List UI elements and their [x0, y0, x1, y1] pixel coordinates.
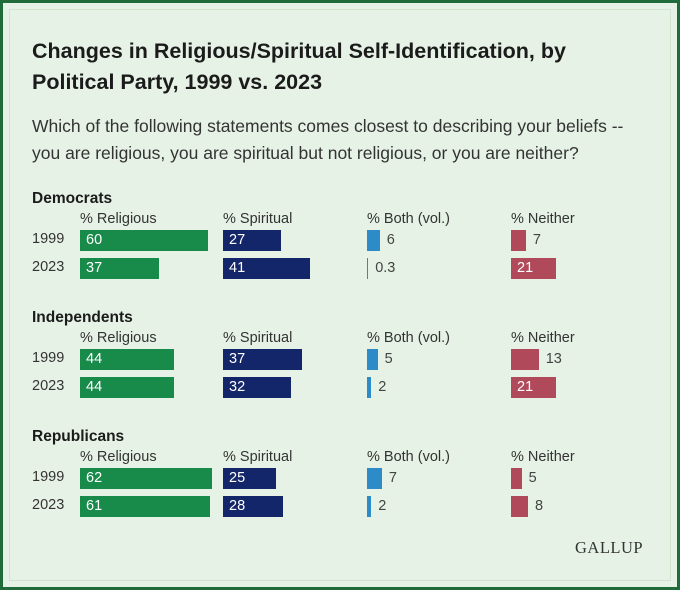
column-header: % Religious	[80, 211, 157, 227]
data-label: 44	[86, 350, 103, 367]
bar	[367, 467, 382, 489]
column-header: % Spiritual	[223, 449, 293, 465]
data-label: 41	[229, 259, 246, 276]
data-label: 27	[229, 231, 246, 248]
bar	[223, 495, 283, 517]
column-header: % Both (vol.)	[367, 211, 450, 227]
chart-title: Changes in Religious/Spiritual Self-Iden…	[32, 39, 566, 94]
bar	[511, 229, 526, 251]
bar	[511, 348, 539, 370]
bar	[223, 257, 311, 279]
data-label: 21	[517, 259, 534, 276]
bar	[80, 257, 159, 279]
data-label: 0.3	[375, 259, 396, 276]
bar	[80, 467, 213, 489]
data-label: 2	[378, 497, 387, 514]
column-header: % Religious	[80, 449, 157, 465]
bar	[511, 376, 556, 398]
bar	[80, 495, 210, 517]
year-label: 2023	[32, 497, 65, 513]
data-label: 62	[86, 469, 103, 486]
chart-subtitle: Which of the following statements comes …	[32, 116, 624, 163]
data-label: 13	[545, 350, 562, 367]
bar	[223, 229, 281, 251]
year-label: 1999	[32, 469, 65, 485]
bar	[223, 348, 302, 370]
data-label: 32	[229, 378, 246, 395]
bar	[511, 257, 556, 279]
column-header: % Neither	[511, 211, 575, 227]
party-name: Independents	[32, 309, 133, 326]
bar	[223, 467, 277, 489]
party-group: Republicans % Religious % Spiritual % Both …	[0, 428, 680, 538]
data-label: 21	[517, 378, 534, 395]
year-label: 2023	[32, 378, 65, 394]
bar	[80, 229, 208, 251]
data-label: 37	[229, 350, 246, 367]
data-label: 6	[386, 231, 395, 248]
party-name: Republicans	[32, 428, 125, 445]
data-label: 37	[86, 259, 103, 276]
column-header: % Spiritual	[223, 330, 293, 346]
column-header: % Religious	[80, 330, 157, 346]
column-header: % Both (vol.)	[367, 330, 450, 346]
bar	[223, 376, 292, 398]
bar	[367, 229, 380, 251]
bar	[367, 376, 372, 398]
bar	[367, 495, 372, 517]
data-label: 5	[384, 350, 393, 367]
bar	[80, 348, 174, 370]
year-label: 2023	[32, 259, 65, 275]
party-name: Democrats	[32, 190, 113, 207]
bar	[80, 376, 174, 398]
column-header: % Neither	[511, 449, 575, 465]
data-label: 8	[535, 497, 544, 514]
year-label: 1999	[32, 350, 65, 366]
data-label: 60	[86, 231, 103, 248]
party-group: Independents % Religious % Spiritual % Both…	[0, 309, 680, 419]
data-label: 44	[86, 378, 103, 395]
data-label: 25	[229, 469, 246, 486]
year-label: 1999	[32, 231, 65, 247]
data-label: 5	[528, 469, 537, 486]
data-label: 2	[378, 378, 387, 395]
data-label: 28	[229, 497, 246, 514]
gallup-logo: GALLUP	[575, 538, 644, 557]
column-header: % Both (vol.)	[367, 449, 450, 465]
bar	[511, 467, 522, 489]
bar	[367, 348, 378, 370]
column-header: % Neither	[511, 330, 575, 346]
data-label: 7	[388, 469, 397, 486]
data-label: 61	[86, 497, 103, 514]
bar	[511, 495, 529, 517]
bar	[367, 257, 369, 279]
data-label: 7	[532, 231, 541, 248]
party-group: Democrats % Religious % Spiritual % Both (v…	[0, 190, 680, 300]
column-header: % Spiritual	[223, 211, 293, 227]
